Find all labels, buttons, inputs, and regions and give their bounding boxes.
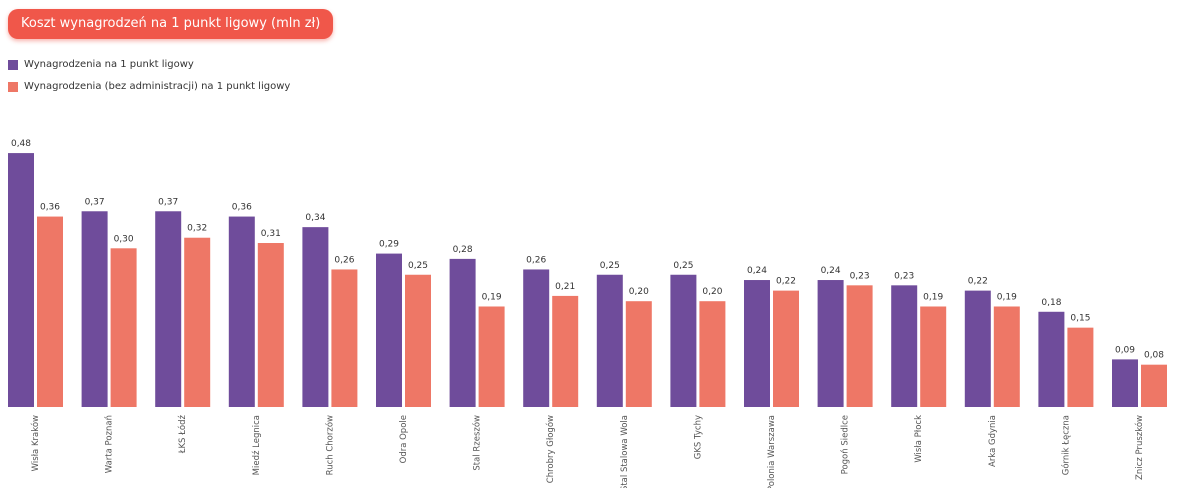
data-label: 0,29 [379, 240, 399, 250]
category-label: Miedź Legnica [252, 415, 262, 475]
legend-item-series2: Wynagrodzenia (bez administracji) na 1 p… [8, 81, 290, 92]
bar [376, 253, 402, 407]
data-label: 0,15 [1070, 314, 1090, 324]
data-label: 0,34 [305, 213, 325, 223]
category-label: Odra Opole [399, 415, 409, 463]
bar [625, 301, 652, 407]
bar [523, 269, 550, 407]
data-label: 0,20 [702, 287, 722, 297]
data-label: 0,22 [776, 277, 796, 287]
bar [744, 280, 770, 407]
legend-label: Wynagrodzenia (bez administracji) na 1 p… [24, 81, 291, 92]
data-label: 0,28 [453, 245, 473, 255]
data-label: 0,25 [408, 261, 428, 271]
data-label: 0,36 [40, 203, 60, 213]
bar [37, 216, 63, 407]
bar [596, 274, 623, 407]
bar [1112, 359, 1138, 407]
data-label: 0,25 [600, 261, 620, 271]
category-label: Polonia Warszawa [767, 415, 777, 488]
data-label: 0,25 [673, 261, 693, 271]
category-label: Pogoń Siedlce [841, 415, 851, 474]
bar [478, 306, 505, 407]
bar [302, 227, 329, 407]
bar [228, 216, 255, 407]
bar [773, 290, 799, 407]
bar [8, 153, 34, 407]
bar [964, 290, 991, 407]
bar [846, 285, 873, 407]
legend-swatch-orange [8, 81, 18, 92]
bar [449, 258, 476, 407]
data-label: 0,48 [11, 139, 31, 149]
data-label: 0,19 [997, 292, 1017, 302]
category-label: Warta Poznań [105, 415, 115, 473]
bar [552, 295, 579, 407]
data-label: 0,09 [1115, 345, 1135, 355]
bar [405, 274, 431, 407]
data-label: 0,19 [923, 292, 943, 302]
legend-swatch-purple [8, 59, 18, 70]
data-label: 0,23 [850, 271, 870, 281]
legend-label: Wynagrodzenia na 1 punkt ligowy [24, 59, 194, 70]
data-label: 0,30 [114, 234, 134, 244]
bar [993, 306, 1020, 407]
data-label: 0,26 [334, 255, 354, 265]
legend-item-series1: Wynagrodzenia na 1 punkt ligowy [8, 59, 194, 70]
category-label: GKS Tychy [693, 415, 703, 459]
bar [257, 243, 284, 407]
bar [891, 285, 918, 407]
data-label: 0,32 [187, 224, 207, 234]
category-label: Wisła Płock [914, 415, 924, 463]
data-label: 0,08 [1144, 351, 1164, 361]
bar [81, 211, 108, 407]
data-label: 0,18 [1041, 298, 1061, 308]
bar [920, 306, 947, 407]
bar [817, 280, 844, 407]
data-label: 0,19 [482, 292, 502, 302]
data-label: 0,21 [555, 282, 575, 292]
bar [1067, 327, 1094, 407]
bar [1038, 311, 1065, 407]
category-label: Stal Stalowa Wola [620, 415, 630, 488]
data-label: 0,37 [85, 197, 105, 207]
chart-title: Koszt wynagrodzeń na 1 punkt ligowy (mln… [8, 9, 334, 39]
data-label: 0,31 [261, 229, 281, 239]
category-label: Ruch Chorzów [324, 415, 335, 475]
category-label: Chrobry Głogów [545, 415, 556, 483]
bar [331, 269, 358, 407]
data-label: 0,36 [232, 203, 252, 213]
data-label: 0,20 [629, 287, 649, 297]
bar [670, 274, 697, 407]
category-label: Stal Rzeszów [472, 415, 483, 471]
category-label: Znicz Pruszków [1134, 415, 1145, 480]
data-label: 0,24 [821, 266, 841, 276]
bar [699, 301, 726, 407]
category-label: Arka Gdynia [988, 415, 998, 467]
data-label: 0,26 [526, 255, 546, 265]
data-label: 0,37 [158, 197, 178, 207]
bar [1141, 364, 1167, 407]
data-label: 0,22 [968, 277, 988, 287]
bar [184, 237, 211, 407]
data-label: 0,23 [894, 271, 914, 281]
category-label: Górnik Łęczna [1060, 415, 1071, 475]
category-label: ŁKS Łódź [177, 414, 188, 454]
category-label: Wisła Kraków [30, 415, 41, 471]
bar [110, 248, 137, 407]
data-label: 0,24 [747, 266, 767, 276]
bar [155, 211, 182, 407]
